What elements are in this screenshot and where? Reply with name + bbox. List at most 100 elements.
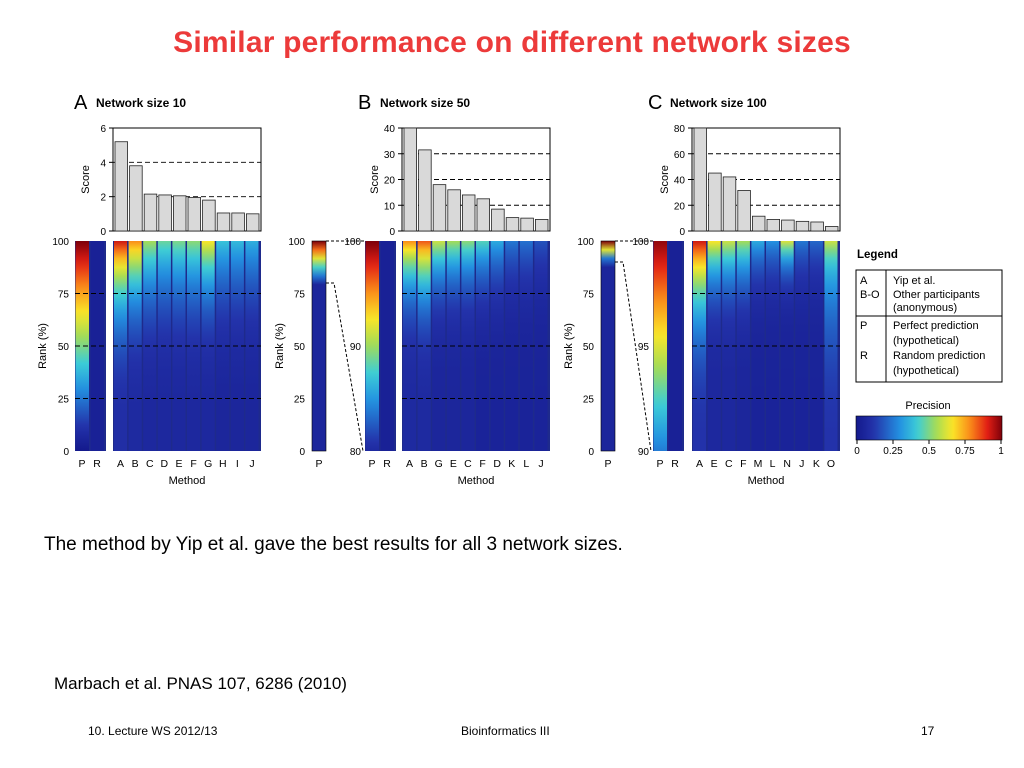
y-tick-label: 75 <box>58 290 70 301</box>
legend-desc: (anonymous) <box>893 302 957 314</box>
bar-M <box>752 215 766 232</box>
y-tick-label: 60 <box>674 150 686 161</box>
colorbar-title: Precision <box>905 400 950 412</box>
x-axis-label: Method <box>748 475 785 487</box>
method-label-M: M <box>754 458 763 470</box>
zoom-connector <box>326 282 364 452</box>
y-axis-label: Score <box>80 165 92 194</box>
method-label-I: I <box>236 458 239 470</box>
method-label-F: F <box>479 458 485 470</box>
zoom-y-tick-label: 90 <box>350 342 362 353</box>
bar-J <box>245 213 260 232</box>
bar-N <box>781 219 795 232</box>
method-label-E: E <box>711 458 718 470</box>
method-label-R: R <box>383 458 391 470</box>
legend-key-p: P <box>860 320 867 332</box>
y-tick-label: 50 <box>294 342 306 353</box>
y-tick-label: 0 <box>299 447 305 458</box>
method-label-N: N <box>783 458 791 470</box>
zoom-column-P <box>365 241 379 451</box>
y-tick-label: 0 <box>679 227 685 238</box>
panel-letter-a: A <box>74 92 88 114</box>
bar-C <box>143 193 158 232</box>
x-axis-label: Method <box>169 475 206 487</box>
bar-F <box>187 197 202 232</box>
zoom-y-tick-label: 80 <box>350 447 362 458</box>
legend-key-r: R <box>860 350 868 362</box>
panel-letter-c: C <box>648 92 662 114</box>
method-label-J: J <box>799 458 804 470</box>
overview-outline <box>311 240 327 452</box>
heatmap-column-P-overview <box>601 241 615 451</box>
method-label-A: A <box>117 458 124 470</box>
bar-H <box>216 212 231 232</box>
footer-center: Bioinformatics III <box>461 724 550 738</box>
bar-J <box>795 220 810 232</box>
heatmap-column-P-overview <box>312 241 326 451</box>
method-label-K: K <box>813 458 820 470</box>
bar-chart-title: Network size 100 <box>670 96 767 110</box>
method-label-H: H <box>219 458 227 470</box>
y-tick-label: 0 <box>389 227 395 238</box>
legend-desc: (hypothetical) <box>893 335 959 347</box>
method-label-P: P <box>368 458 375 470</box>
bar-G <box>202 199 216 232</box>
zoom-y-tick-label: 100 <box>632 237 649 248</box>
y-tick-label: 0 <box>63 447 69 458</box>
footer-left: 10. Lecture WS 2012/13 <box>88 724 218 738</box>
method-label-K: K <box>508 458 515 470</box>
method-label-L: L <box>770 458 776 470</box>
method-label-D: D <box>161 458 169 470</box>
method-label-R: R <box>93 458 101 470</box>
bar-E <box>172 195 187 232</box>
bar-D <box>158 194 172 232</box>
y-tick-label: 30 <box>384 150 396 161</box>
legend-desc: Random prediction <box>893 350 985 362</box>
zoom-connector <box>615 261 652 452</box>
y-tick-label: 100 <box>52 237 69 248</box>
method-label-C: C <box>146 458 154 470</box>
bar-C <box>461 194 476 232</box>
method-label-J: J <box>538 458 543 470</box>
y-tick-label: 50 <box>583 342 595 353</box>
method-label-B: B <box>421 458 428 470</box>
overview-outline <box>600 240 616 452</box>
y-axis-label: Score <box>659 165 671 194</box>
bar-F <box>737 190 751 232</box>
y-tick-label: 75 <box>294 290 306 301</box>
legend-key-b-o: B-O <box>860 289 880 301</box>
method-label-A: A <box>696 458 703 470</box>
y-axis-label: Rank (%) <box>563 323 575 369</box>
bar-J <box>535 219 549 232</box>
method-label-F: F <box>190 458 196 470</box>
bar-E <box>708 172 722 232</box>
bar-D <box>491 208 505 232</box>
y-tick-label: 20 <box>674 201 686 212</box>
method-label-C: C <box>464 458 472 470</box>
bar-F <box>476 198 491 232</box>
bar-G <box>432 184 447 232</box>
legend-desc: Other participants <box>893 289 980 301</box>
x-axis-label: Method <box>458 475 495 487</box>
slide-title: Similar performance on different network… <box>173 26 851 59</box>
y-axis-label: Rank (%) <box>274 323 286 369</box>
colorbar-tick-label: 0.25 <box>883 446 903 457</box>
y-tick-label: 4 <box>100 158 106 169</box>
method-label-P: P <box>78 458 85 470</box>
zoom-column-P <box>653 241 667 451</box>
legend-key-a: A <box>860 275 868 287</box>
y-tick-label: 80 <box>674 124 686 135</box>
method-label-F: F <box>740 458 746 470</box>
bar-C <box>722 176 737 232</box>
method-label-G: G <box>435 458 443 470</box>
footer-page-number: 17 <box>921 724 935 738</box>
y-tick-label: 0 <box>100 227 106 238</box>
legend-title: Legend <box>857 249 898 261</box>
y-tick-label: 25 <box>294 395 306 406</box>
method-label-G: G <box>204 458 212 470</box>
bar-K <box>810 221 824 232</box>
bar-B <box>418 149 432 232</box>
y-tick-label: 40 <box>384 124 396 135</box>
y-tick-label: 25 <box>58 395 70 406</box>
method-label-R: R <box>671 458 679 470</box>
